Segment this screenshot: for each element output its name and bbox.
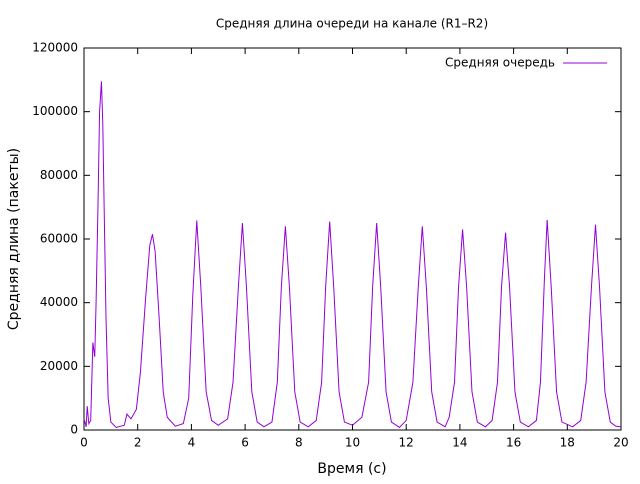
- y-tick-label: 120000: [32, 41, 78, 55]
- x-tick-label: 16: [506, 436, 521, 450]
- x-axis-label: Время (с): [317, 461, 386, 477]
- x-tick-label: 4: [188, 436, 196, 450]
- series-line: [84, 81, 622, 429]
- chart-title: Средняя длина очереди на канале (R1–R2): [216, 17, 488, 31]
- x-tick-label: 20: [613, 436, 628, 450]
- x-tick-label: 2: [134, 436, 142, 450]
- y-tick-label: 40000: [40, 295, 78, 309]
- x-tick-label: 18: [560, 436, 575, 450]
- x-tick-label: 10: [345, 436, 360, 450]
- x-tick-label: 14: [452, 436, 467, 450]
- x-tick-label: 8: [295, 436, 303, 450]
- y-tick-label: 80000: [40, 168, 78, 182]
- y-tick-label: 20000: [40, 359, 78, 373]
- x-tick-label: 12: [399, 436, 414, 450]
- x-tick-label: 0: [80, 436, 88, 450]
- legend-label: Средняя очередь: [445, 56, 555, 70]
- y-tick-label: 100000: [32, 104, 78, 118]
- y-tick-label: 60000: [40, 232, 78, 246]
- y-tick-label: 0: [70, 423, 78, 437]
- x-tick-label: 6: [241, 436, 249, 450]
- y-axis-label: Средняя длина (пакеты): [6, 148, 22, 330]
